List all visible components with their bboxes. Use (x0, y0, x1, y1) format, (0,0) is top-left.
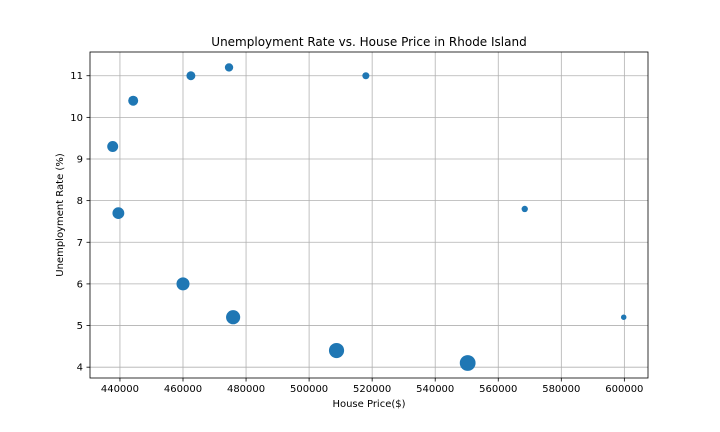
x-tick-label: 580000 (542, 384, 580, 395)
y-axis-label: Unemployment Rate (%) (55, 153, 66, 277)
plot-frame (89, 51, 649, 379)
data-point (107, 141, 119, 152)
y-tick-label: 5 (77, 321, 83, 332)
chart-title: Unemployment Rate vs. House Price in Rho… (211, 35, 526, 49)
grid (90, 52, 648, 378)
y-tick-label: 4 (77, 363, 83, 374)
y-tick-label: 10 (70, 113, 83, 124)
x-tick-label: 600000 (605, 384, 643, 395)
x-tick-label: 540000 (416, 384, 454, 395)
data-point (186, 71, 196, 81)
x-tick-label: 520000 (353, 384, 391, 395)
x-axis-label: House Price($) (332, 399, 405, 410)
data-point (224, 63, 234, 72)
x-tick-label: 500000 (290, 384, 328, 395)
x-tick-label: 480000 (227, 384, 265, 395)
x-tick-label: 460000 (164, 384, 202, 395)
y-tick-label: 9 (77, 155, 83, 166)
data-point (112, 207, 125, 220)
axis-ticks: 440000 460000 480000 500000 520000 540000 5600… (70, 71, 643, 395)
data-point (226, 310, 241, 325)
data-point (328, 342, 345, 359)
data-point (521, 205, 528, 213)
data-point (362, 72, 370, 80)
data-point (459, 355, 476, 371)
x-tick-label: 560000 (479, 384, 517, 395)
y-tick-label: 8 (77, 196, 83, 207)
y-tick-label: 6 (77, 279, 83, 290)
data-point (176, 277, 190, 291)
y-tick-label: 11 (70, 71, 83, 82)
y-tick-label: 7 (77, 238, 83, 249)
x-tick-label: 440000 (101, 384, 139, 395)
data-point (128, 95, 139, 106)
data-point (620, 314, 627, 320)
data-points (107, 63, 627, 371)
